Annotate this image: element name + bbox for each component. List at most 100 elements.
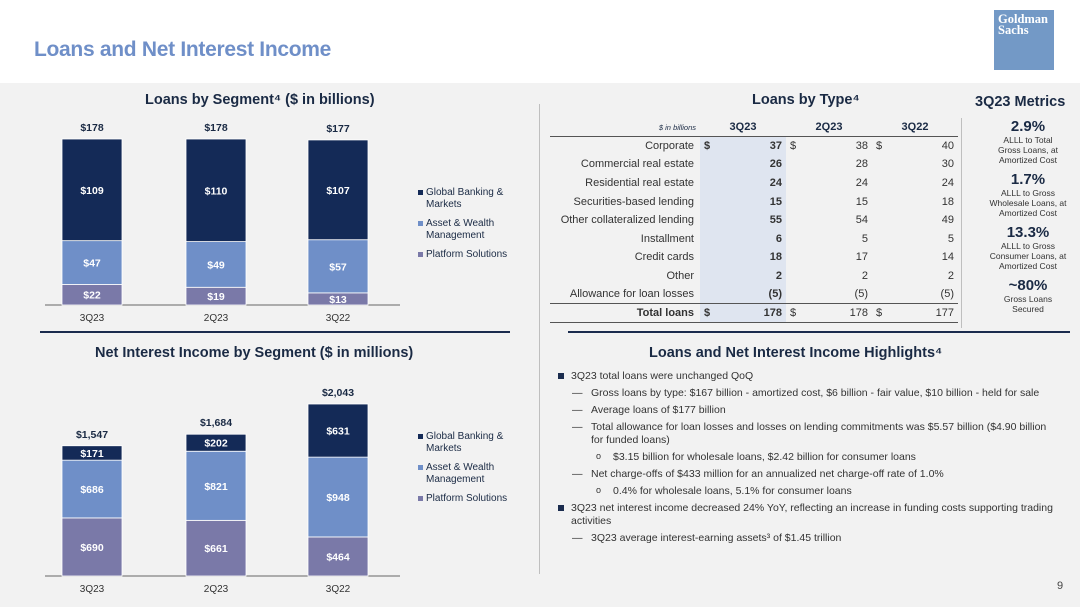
legend-item: Asset & Wealth Management xyxy=(418,462,508,485)
currency-symbol xyxy=(786,174,800,193)
highlight-text: 3Q23 total loans were unchanged QoQ xyxy=(571,370,754,382)
row-label: Residential real estate xyxy=(585,177,694,190)
highlight-item: 3Q23 net interest income decreased 24% Y… xyxy=(556,502,1056,528)
highlight-text: $3.15 billion for wholesale loans, $2.42… xyxy=(613,451,916,463)
category-label: 3Q23 xyxy=(80,313,105,324)
data-label: $109 xyxy=(80,185,104,197)
data-label: $22 xyxy=(83,290,101,302)
data-label: $107 xyxy=(326,185,350,197)
legend-label: Global Banking & Markets xyxy=(426,187,504,210)
cell-value: 6 xyxy=(714,229,786,249)
cell-value: 17 xyxy=(855,251,868,264)
metric-item: 1.7% ALLL to Gross Wholesale Loans, at Amor… xyxy=(978,171,1078,218)
currency-symbol xyxy=(786,192,800,211)
legend-label: Asset & Wealth Management xyxy=(426,462,495,485)
metric-item: ~80% Gross Loans Secured xyxy=(978,277,1078,314)
nii-by-segment-title: Net Interest Income by Segment ($ in mil… xyxy=(95,345,414,361)
bar-global-banking-markets-3q23 xyxy=(61,138,123,242)
cell-value: (5) xyxy=(940,288,954,301)
data-label: $13 xyxy=(329,294,347,306)
nii-by-segment-legend: Global Banking & Markets Asset & Wealth M… xyxy=(418,431,508,513)
currency-symbol xyxy=(700,248,714,267)
table-row: Securities-based lending 15 15 18 xyxy=(550,192,958,211)
currency-symbol xyxy=(872,230,886,249)
currency-symbol xyxy=(786,211,800,230)
highlight-item: — Total allowance for loan losses and los… xyxy=(556,421,1056,447)
metric-label: ALLL to Gross xyxy=(1000,188,1056,198)
row-label: Other xyxy=(666,270,694,283)
cell-value: 18 xyxy=(941,195,954,208)
table-row: Other 2 2 2 xyxy=(550,266,958,286)
bar-asset-wealth-management-3q22 xyxy=(307,456,369,538)
data-label: $690 xyxy=(80,542,104,554)
bar-asset-wealth-management-3q22 xyxy=(307,239,369,294)
cell-value: 178 xyxy=(714,303,786,324)
row-label: Corporate xyxy=(645,140,694,153)
highlight-item: o 0.4% for wholesale loans, 5.1% for cons… xyxy=(556,485,1056,498)
cell-value: (5) xyxy=(854,288,868,301)
row-label: Other collateralized lending xyxy=(560,214,694,227)
data-label: $661 xyxy=(204,543,228,555)
currency-symbol xyxy=(700,285,714,304)
metric-value: 2.9% xyxy=(1010,118,1046,135)
currency-symbol xyxy=(786,267,800,286)
cell-value: 26 xyxy=(714,155,786,174)
content-panel xyxy=(0,83,1080,607)
cell-value: 2 xyxy=(861,270,868,283)
highlight-text: Gross loans by type: $167 billion - amor… xyxy=(591,387,1040,399)
currency-symbol xyxy=(872,248,886,267)
highlight-item: 3Q23 total loans were unchanged QoQ xyxy=(556,370,1056,383)
dash-bullet-icon: — xyxy=(572,421,583,433)
loans-by-type-title: Loans by Type⁴ xyxy=(752,92,860,108)
vertical-divider xyxy=(539,104,540,574)
table-row: Credit cards 18 17 14 xyxy=(550,248,958,267)
metric-item: 13.3% ALLL to Gross Consumer Loans, at Amor… xyxy=(978,224,1078,271)
legend-label: Global Banking & Markets xyxy=(426,431,504,454)
dash-bullet-icon: — xyxy=(572,468,583,480)
nii-by-segment-chart: $690 $686 $171 $1,547 3Q23 $661 $821 $202 $1,684… xyxy=(45,387,400,595)
column-header: 3Q22 xyxy=(872,118,958,138)
page-title: Loans and Net Interest Income xyxy=(34,38,332,61)
row-label: Commercial real estate xyxy=(580,158,694,171)
data-label: $49 xyxy=(207,259,225,271)
circle-bullet-icon: o xyxy=(596,485,602,495)
currency-symbol xyxy=(786,285,800,304)
bar-global-banking-markets-3q22 xyxy=(307,139,369,241)
logo-line-2: Sachs xyxy=(998,23,1029,37)
metric-value: 13.3% xyxy=(1006,224,1050,241)
metric-item: 2.9% ALLL to Total Gross Loans, at Amortize… xyxy=(978,118,1078,165)
loans-by-type-table: $ in billions 3Q23 2Q23 3Q22 Corporate $37 $38… xyxy=(550,118,958,324)
legend-swatch xyxy=(418,465,423,470)
legend-swatch xyxy=(418,190,423,195)
category-label: 2Q23 xyxy=(204,584,229,595)
category-label: 3Q22 xyxy=(326,584,351,595)
data-label: $821 xyxy=(204,481,228,493)
metric-label: Secured xyxy=(1012,304,1044,314)
row-label: Installment xyxy=(640,232,694,245)
category-label: 3Q22 xyxy=(326,313,351,324)
total-label: $2,043 xyxy=(322,387,354,399)
currency-symbol xyxy=(872,285,886,304)
total-label: $1,547 xyxy=(76,429,108,441)
legend-swatch xyxy=(418,434,423,439)
cell-value: 37 xyxy=(714,136,786,156)
dash-bullet-icon: — xyxy=(572,532,583,544)
bar-platform-solutions-3q22 xyxy=(307,536,369,577)
cell-value: 54 xyxy=(855,214,868,227)
cell-value: 38 xyxy=(855,140,868,153)
highlight-item: — Average loans of $177 billion xyxy=(556,404,1056,417)
highlight-text: 3Q23 net interest income decreased 24% Y… xyxy=(571,502,1053,527)
data-label: $464 xyxy=(326,551,350,563)
cell-value: 177 xyxy=(886,303,958,324)
currency-symbol xyxy=(786,155,800,174)
highlight-item: — 3Q23 average interest-earning assets³ o… xyxy=(556,532,1056,545)
row-label: Securities-based lending xyxy=(573,195,694,208)
currency-symbol xyxy=(700,210,714,230)
bar-platform-solutions-2q23 xyxy=(185,519,247,577)
data-label: $110 xyxy=(205,185,228,197)
table-row: Residential real estate 24 24 24 xyxy=(550,173,958,193)
data-label: $57 xyxy=(329,261,347,273)
data-label: $171 xyxy=(80,448,104,460)
legend-label: Asset & Wealth Management xyxy=(426,218,495,241)
currency-symbol xyxy=(872,192,886,211)
